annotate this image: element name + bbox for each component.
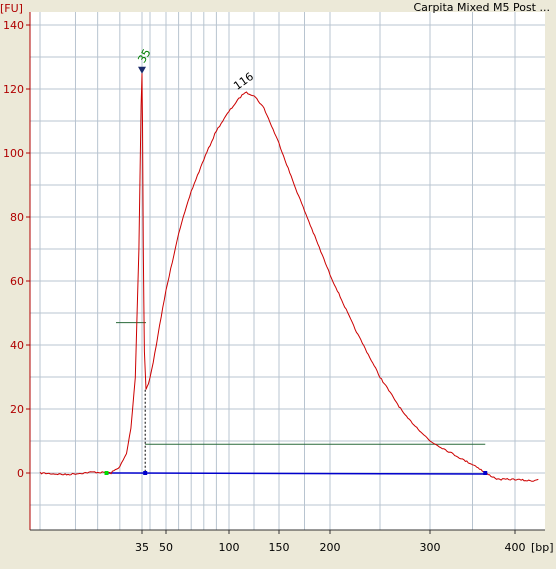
y-tick-label: 60 (10, 275, 24, 288)
x-tick-label: 300 (420, 541, 441, 554)
axes: 0 20 40 60 80 100 120 140 35 50 100 150 200 300 400 (3, 12, 545, 554)
y-tick-label: 20 (10, 403, 24, 416)
peak-label: 35 (135, 47, 153, 66)
y-tick-label: 0 (17, 467, 24, 480)
start-point (104, 471, 109, 475)
baseline-line (106, 472, 486, 475)
peak-marker-icon (138, 66, 146, 74)
plot-background (30, 12, 545, 530)
x-tick-label: 35 (135, 541, 149, 554)
y-tick-label: 40 (10, 339, 24, 352)
region-start-point (143, 471, 148, 475)
trace-line (39, 72, 539, 482)
x-tick-label: 50 (159, 541, 173, 554)
end-point (483, 471, 488, 475)
y-tick-label: 100 (3, 147, 24, 160)
smear-region (116, 322, 486, 473)
grid (30, 12, 545, 530)
y-axis-label: [FU] (0, 2, 23, 15)
x-tick-label: 150 (269, 541, 290, 554)
labels: Carpita Mixed M5 Post ... [FU] [bp] (0, 1, 554, 554)
x-axis-label: [bp] (531, 541, 554, 554)
x-tick-label: 200 (320, 541, 341, 554)
x-tick-label: 400 (505, 541, 526, 554)
x-tick-label: 100 (219, 541, 240, 554)
y-tick-label: 80 (10, 211, 24, 224)
y-tick-label: 120 (3, 83, 24, 96)
chart-title: Carpita Mixed M5 Post ... (414, 1, 551, 14)
y-tick-label: 140 (3, 19, 24, 32)
